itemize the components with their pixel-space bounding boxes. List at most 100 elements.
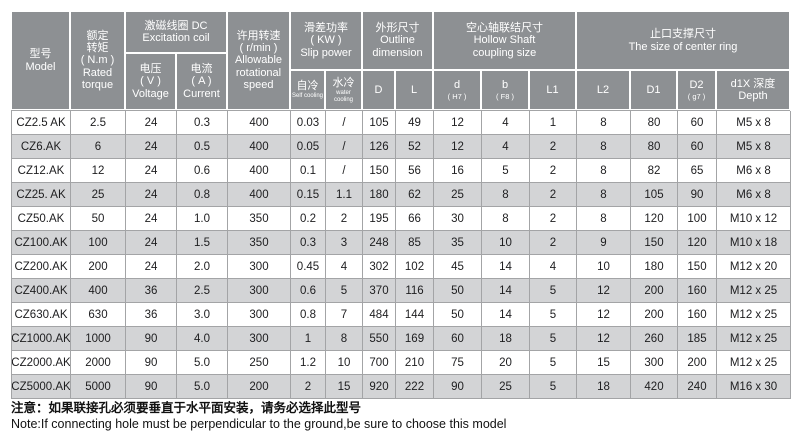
cell-D2: 200 xyxy=(678,351,717,375)
cell-b: 8 xyxy=(482,207,530,231)
cell-d: 35 xyxy=(434,231,482,255)
cell-self_cooling: 2 xyxy=(291,375,326,399)
footnotes: 注意：如果联接孔必须要垂直于水平面安装，请务必选择此型号 Note:If con… xyxy=(11,401,506,432)
cell-b: 10 xyxy=(482,231,530,255)
cell-model: CZ200.AK xyxy=(12,255,71,279)
cell-rated_torque: 12 xyxy=(71,159,126,183)
cell-L1: 5 xyxy=(530,375,577,399)
cell-D1: 80 xyxy=(631,135,678,159)
cell-self_cooling: 0.3 xyxy=(291,231,326,255)
cell-L2: 10 xyxy=(577,255,631,279)
cell-current: 0.5 xyxy=(177,135,228,159)
cell-model: CZ2.5 AK xyxy=(12,111,71,135)
cell-L1: 2 xyxy=(530,231,577,255)
cell-water_cooling: / xyxy=(326,159,363,183)
col-header-L1: L1 xyxy=(529,70,576,110)
cell-d: 50 xyxy=(434,303,482,327)
cell-speed: 200 xyxy=(228,375,291,399)
col-header-water-cooling: 水冷 water cooling xyxy=(325,70,362,110)
cell-L1: 2 xyxy=(530,135,577,159)
cell-D: 484 xyxy=(363,303,396,327)
cell-voltage: 90 xyxy=(126,327,177,351)
cell-current: 0.3 xyxy=(177,111,228,135)
cell-depth: M12 x 25 xyxy=(717,351,791,375)
cell-depth: M16 x 30 xyxy=(717,375,791,399)
cell-D: 302 xyxy=(363,255,396,279)
cell-voltage: 90 xyxy=(126,351,177,375)
col-header-d1x-depth: d1X 深度 Depth xyxy=(716,70,790,110)
cell-rated_torque: 2.5 xyxy=(71,111,126,135)
cell-d: 12 xyxy=(434,111,482,135)
cell-D1: 300 xyxy=(631,351,678,375)
cell-L1: 2 xyxy=(530,183,577,207)
cell-water_cooling: 5 xyxy=(326,279,363,303)
cell-d: 12 xyxy=(434,135,482,159)
cell-D1: 80 xyxy=(631,111,678,135)
cell-D2: 150 xyxy=(678,255,717,279)
self-cooling-label: 自冷 xyxy=(296,80,319,93)
cell-D2: 240 xyxy=(678,375,717,399)
cell-D: 180 xyxy=(363,183,396,207)
cell-model: CZ630.AK xyxy=(12,303,71,327)
cell-L: 56 xyxy=(396,159,434,183)
cell-speed: 250 xyxy=(228,351,291,375)
cell-current: 0.8 xyxy=(177,183,228,207)
table-body: CZ2.5 AK 2.5 24 0.3 400 0.03/105 49 12 4 1 8 80 60 M5… xyxy=(11,110,791,399)
cell-L2: 9 xyxy=(577,231,631,255)
cell-depth: M10 x 12 xyxy=(717,207,791,231)
spec-table: 型号 Model 额定 转矩 ( N.m ) Rated torque 激磁线圈… xyxy=(11,11,791,399)
cell-D: 126 xyxy=(363,135,396,159)
col-header-self-cooling: 自冷 Self cooling xyxy=(290,70,325,110)
cell-depth: M10 x 18 xyxy=(717,231,791,255)
cell-L1: 5 xyxy=(530,351,577,375)
cell-b: 4 xyxy=(482,111,530,135)
cell-self_cooling: 1 xyxy=(291,327,326,351)
cell-L: 52 xyxy=(396,135,434,159)
cell-rated_torque: 200 xyxy=(71,255,126,279)
cell-L1: 5 xyxy=(530,303,577,327)
cell-self_cooling: 0.6 xyxy=(291,279,326,303)
cell-current: 5.0 xyxy=(177,351,228,375)
cell-depth: M12 x 25 xyxy=(717,327,791,351)
cell-D1: 120 xyxy=(631,207,678,231)
col-header-L: L xyxy=(395,70,433,110)
cell-L: 102 xyxy=(396,255,434,279)
cell-D: 105 xyxy=(363,111,396,135)
cell-self_cooling: 0.05 xyxy=(291,135,326,159)
col-header-D: D xyxy=(362,70,395,110)
cell-D1: 200 xyxy=(631,279,678,303)
cell-L2: 12 xyxy=(577,327,631,351)
cell-D2: 120 xyxy=(678,231,717,255)
cell-model: CZ100.AK xyxy=(12,231,71,255)
cell-L2: 8 xyxy=(577,183,631,207)
cell-model: CZ1000.AK xyxy=(12,327,71,351)
cell-current: 1.5 xyxy=(177,231,228,255)
cell-D2: 60 xyxy=(678,111,717,135)
cell-water_cooling: 7 xyxy=(326,303,363,327)
cell-b: 4 xyxy=(482,135,530,159)
cell-b: 14 xyxy=(482,279,530,303)
cell-b: 14 xyxy=(482,303,530,327)
self-cooling-sublabel: Self cooling xyxy=(291,93,324,100)
col-group-slip-power: 滑差功率 ( KW ) Slip power xyxy=(290,11,362,70)
water-cooling-label: 水冷 xyxy=(332,76,355,89)
table-header: 型号 Model 额定 转矩 ( N.m ) Rated torque 激磁线圈… xyxy=(11,11,790,110)
cell-rated_torque: 2000 xyxy=(71,351,126,375)
cell-voltage: 24 xyxy=(126,135,177,159)
cell-L1: 4 xyxy=(530,255,577,279)
cell-water_cooling: / xyxy=(326,135,363,159)
cell-voltage: 24 xyxy=(126,207,177,231)
cell-voltage: 90 xyxy=(126,375,177,399)
col-header-D2: D2 ( g7 ) xyxy=(677,70,716,110)
cell-L2: 8 xyxy=(577,207,631,231)
col-header-D1: D1 xyxy=(630,70,677,110)
cell-L: 85 xyxy=(396,231,434,255)
cell-D: 248 xyxy=(363,231,396,255)
cell-water_cooling: 15 xyxy=(326,375,363,399)
cell-self_cooling: 0.15 xyxy=(291,183,326,207)
col-header-L2: L2 xyxy=(576,70,630,110)
col-group-hollow-shaft: 空心轴联结尺寸 Hollow Shaft coupling size xyxy=(433,11,576,70)
cell-L: 169 xyxy=(396,327,434,351)
cell-current: 4.0 xyxy=(177,327,228,351)
cell-rated_torque: 100 xyxy=(71,231,126,255)
